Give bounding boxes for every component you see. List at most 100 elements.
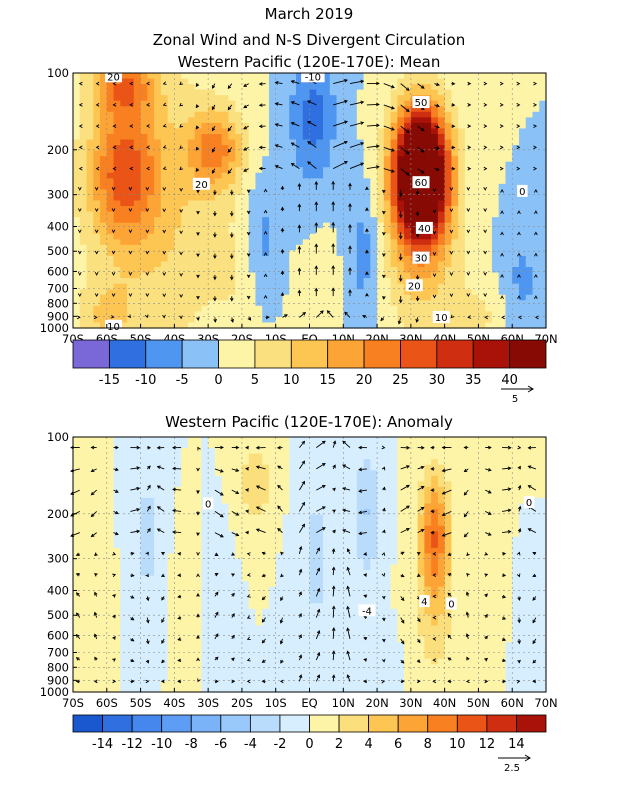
y-tick-label: 500 [47, 608, 69, 622]
colorbar-swatch [309, 714, 340, 733]
colorbar-label: 20 [356, 373, 373, 388]
colorbar-swatch [472, 339, 511, 369]
colorbar: -14 -12 -10 -8 -6 -4 -2 0 2 4 6 8 10 12 14 [72, 714, 547, 752]
y-tick-label: 700 [47, 646, 69, 660]
contour-label-box [432, 310, 450, 323]
y-tick-label: 100 [47, 430, 69, 444]
x-tick-label: 10N [332, 696, 355, 710]
colorbar-label: 2 [335, 737, 343, 752]
colorbar-swatch [161, 714, 192, 733]
colorbar-label: 40 [501, 373, 518, 388]
x-tick-label: 60S [96, 696, 118, 710]
colorbar-label: 25 [392, 373, 409, 388]
figure-title: March 2019 [265, 5, 354, 23]
y-tick-label: 900 [47, 309, 69, 323]
panel-1-title: Zonal Wind and N-S Divergent Circulation [153, 31, 465, 49]
colorbar-swatch [102, 714, 133, 733]
colorbar-swatch [108, 339, 147, 369]
reference-vector-label: 2.5 [504, 763, 520, 774]
colorbar-label: 10 [283, 373, 300, 388]
colorbar-label: -15 [99, 373, 120, 388]
colorbar-label: -2 [273, 737, 286, 752]
circulation-vectors [70, 440, 537, 684]
contour-label-box [192, 177, 210, 190]
colorbar-swatch [220, 714, 251, 733]
colorbar-swatch [254, 339, 292, 369]
colorbar-swatch [145, 339, 183, 369]
colorbar-swatch [290, 339, 329, 369]
colorbar-label: 4 [364, 737, 372, 752]
circulation-vectors [76, 78, 539, 325]
contour-label-box [412, 176, 430, 189]
x-tick-label: 70S [62, 696, 84, 710]
contour-label: 0 [448, 600, 454, 611]
colorbar-swatch [516, 714, 547, 733]
contour-label-box [105, 319, 123, 332]
colorbar-label: -6 [214, 737, 227, 752]
x-tick-label: 20S [231, 696, 253, 710]
colorbar-swatch [279, 714, 310, 733]
y-tick-label: 700 [47, 282, 69, 296]
colorbar-label: -10 [135, 373, 156, 388]
y-tick-label: 600 [47, 264, 69, 278]
colorbar-label: 0 [214, 373, 222, 388]
colorbar-label: 0 [305, 737, 313, 752]
contour-label: -4 [362, 606, 372, 617]
colorbar-label: -8 [185, 737, 198, 752]
colorbar: -15 -10 -5 0 5 10 15 20 25 30 35 40 [72, 339, 547, 388]
contour-label-box [358, 604, 376, 617]
colorbar-swatch [249, 714, 281, 733]
y-tick-label: 100 [47, 66, 69, 80]
colorbar-label: 35 [465, 373, 482, 388]
contour-label-box [412, 96, 430, 109]
heatmap-cells [73, 437, 547, 693]
y-tick-label: 200 [47, 507, 69, 521]
reference-vector: 2.5 [498, 754, 531, 774]
y-tick-label: 300 [47, 552, 69, 566]
reference-vector: 5 [501, 385, 534, 405]
colorbar-swatch [368, 714, 399, 733]
contour-label: 60 [415, 178, 428, 189]
reference-arrow-head [527, 385, 534, 393]
contour-label-box [202, 497, 214, 510]
y-tick-label: 1000 [40, 685, 69, 699]
colorbar-swatch [456, 714, 488, 733]
y-tick-label: 600 [47, 628, 69, 642]
colorbar-swatch [427, 714, 458, 733]
contour-label: 50 [415, 98, 428, 109]
y-tick-label: 400 [47, 220, 69, 234]
colorbar-label: -14 [92, 737, 113, 752]
reference-arrow-head [524, 754, 531, 762]
y-tick-label: 500 [47, 244, 69, 258]
contour-label: 30 [415, 254, 428, 265]
colorbar-label: 5 [251, 373, 259, 388]
x-tick-label: 30S [197, 696, 219, 710]
y-tick-label: 400 [47, 584, 69, 598]
colorbar-swatch [131, 714, 163, 733]
colorbar-swatch [181, 339, 219, 369]
colorbar-swatch [190, 714, 222, 733]
contour-label-box [517, 184, 528, 197]
contour-label: 40 [418, 224, 431, 235]
y-tick-label: 300 [47, 188, 69, 202]
reference-vector-label: 5 [512, 394, 518, 405]
y-tick-label: 1000 [40, 321, 69, 335]
colorbar-swatch [436, 339, 474, 369]
x-tick-label: 30N [399, 696, 422, 710]
contour-label: -10 [305, 72, 321, 83]
y-tick-label: 900 [47, 673, 69, 687]
colorbar-label: -5 [176, 373, 189, 388]
x-tick-label: 60N [501, 696, 524, 710]
contour-label-box [523, 496, 535, 509]
x-tick-label: 20N [365, 696, 388, 710]
panel-2-title: Western Pacific (120E-170E): Anomaly [165, 413, 453, 431]
x-tick-label: 10S [265, 696, 287, 710]
x-tick-label: 50S [130, 696, 152, 710]
contour-label: 20 [408, 281, 421, 292]
colorbar-swatch [72, 714, 103, 733]
x-tick-label: 40S [163, 696, 185, 710]
contour-label: 4 [421, 597, 427, 608]
colorbar-label: -10 [151, 737, 172, 752]
